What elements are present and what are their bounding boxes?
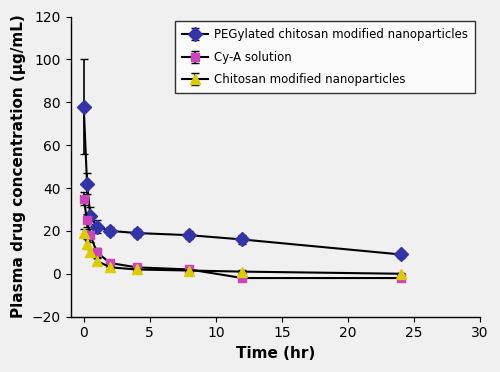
X-axis label: Time (hr): Time (hr) xyxy=(236,346,315,361)
Y-axis label: Plasma drug concentration (μg/mL): Plasma drug concentration (μg/mL) xyxy=(11,15,26,318)
Legend: PEGylated chitosan modified nanoparticles, Cy-A solution, Chitosan modified nano: PEGylated chitosan modified nanoparticle… xyxy=(176,21,476,93)
